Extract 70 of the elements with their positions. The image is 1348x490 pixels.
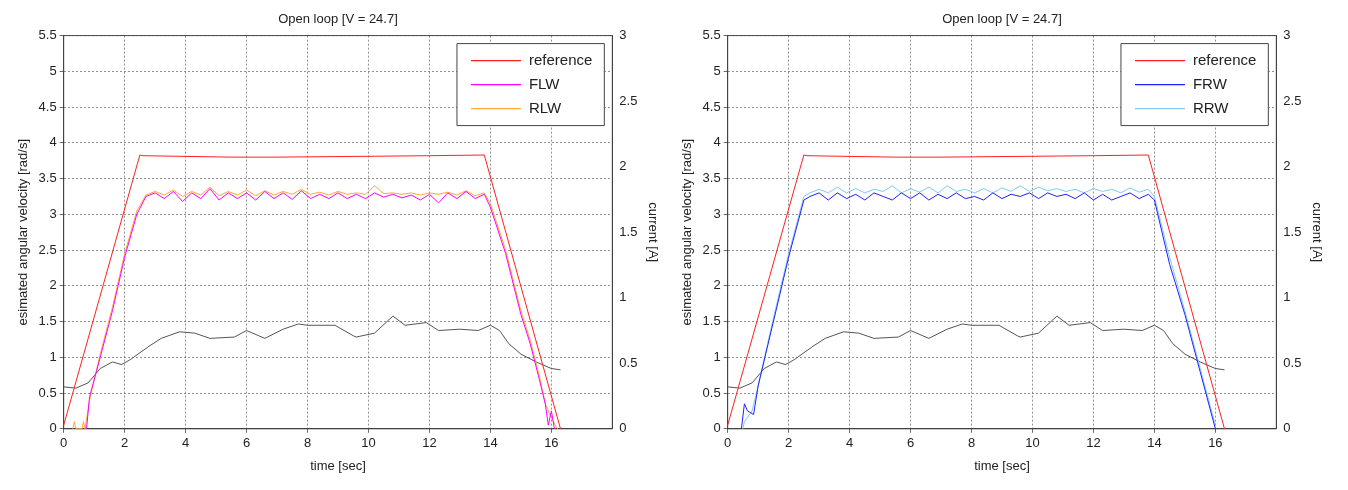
x-tick-label: 4	[181, 435, 190, 451]
y-tick-label: 4.5	[38, 98, 57, 114]
y-tick-label: 4.5	[702, 98, 721, 114]
y-axis-title: esimated angular velocity [rad/s]	[15, 138, 31, 326]
y2-tick-label: 1.5	[1283, 223, 1302, 239]
y2-tick-label: 0	[1283, 420, 1291, 436]
y-tick-label: 1	[49, 348, 57, 364]
x-tick-label: 12	[422, 435, 437, 451]
y-tick-label: 5	[713, 62, 721, 78]
y-tick-label: 3	[49, 205, 57, 221]
y2-axis-title: current [A]	[1309, 202, 1325, 263]
y2-tick-label: 2.5	[1283, 92, 1302, 108]
y2-tick-label: 0.5	[619, 354, 638, 370]
y2-axis-title: current [A]	[645, 202, 661, 263]
y-tick-label: 2.5	[702, 241, 721, 257]
x-axis-title: time [sec]	[974, 457, 1030, 473]
y2-tick-label: 1.5	[619, 223, 638, 239]
y-axis-title: esimated angular velocity [rad/s]	[679, 138, 695, 326]
y-tick-label: 2	[49, 277, 57, 293]
x-tick-label: 16	[1208, 435, 1223, 451]
y2-tick-label: 2	[1283, 158, 1291, 174]
y-tick-label: 0.5	[702, 384, 721, 400]
legend-label: RRW	[1192, 98, 1230, 116]
y-tick-label: 0	[49, 420, 57, 436]
y-tick-label: 1.5	[702, 313, 721, 329]
y-tick-label: 3.5	[702, 170, 721, 186]
legend-label: reference	[528, 50, 593, 68]
y-tick-label: 5.5	[38, 27, 57, 43]
x-tick-label: 4	[845, 435, 854, 451]
x-tick-label: 0	[724, 435, 732, 451]
y2-tick-label: 0	[619, 420, 627, 436]
y2-tick-label: 2	[619, 158, 627, 174]
y-tick-label: 1.5	[38, 313, 57, 329]
legend-label: RLW	[528, 98, 563, 116]
x-tick-label: 6	[242, 435, 251, 451]
y2-tick-label: 1	[619, 289, 627, 305]
x-tick-label: 6	[906, 435, 915, 451]
x-tick-label: 14	[483, 435, 498, 451]
x-tick-label: 2	[121, 435, 129, 451]
y-tick-label: 3	[713, 205, 721, 221]
x-axis-title: time [sec]	[310, 457, 366, 473]
y-tick-label: 0.5	[38, 384, 57, 400]
x-tick-label: 12	[1086, 435, 1101, 451]
x-tick-label: 10	[361, 435, 376, 451]
x-tick-label: 0	[60, 435, 68, 451]
chart-title: Open loop [V = 24.7]	[278, 11, 398, 27]
x-tick-label: 16	[544, 435, 559, 451]
y-tick-label: 4	[49, 134, 57, 150]
y-tick-label: 0	[713, 420, 721, 436]
x-tick-label: 14	[1147, 435, 1162, 451]
y-tick-label: 1	[713, 348, 721, 364]
legend-label: FRW	[1192, 74, 1228, 92]
y2-tick-label: 1	[1283, 289, 1291, 305]
x-tick-label: 10	[1025, 435, 1040, 451]
y2-tick-label: 0.5	[1283, 354, 1302, 370]
y2-tick-label: 2.5	[619, 92, 638, 108]
x-tick-label: 8	[967, 435, 976, 451]
y-tick-label: 2	[713, 277, 721, 293]
x-tick-label: 8	[303, 435, 312, 451]
y-tick-label: 2.5	[38, 241, 57, 257]
y-tick-label: 5.5	[702, 27, 721, 43]
y-tick-label: 4	[713, 134, 721, 150]
y-tick-label: 5	[49, 62, 57, 78]
y-tick-label: 3.5	[38, 170, 57, 186]
chart-title: Open loop [V = 24.7]	[942, 11, 1062, 27]
legend-label: reference	[1192, 50, 1257, 68]
y2-tick-label: 3	[619, 27, 627, 43]
x-tick-label: 2	[785, 435, 793, 451]
legend-label: FLW	[528, 74, 561, 92]
y2-tick-label: 3	[1283, 27, 1291, 43]
